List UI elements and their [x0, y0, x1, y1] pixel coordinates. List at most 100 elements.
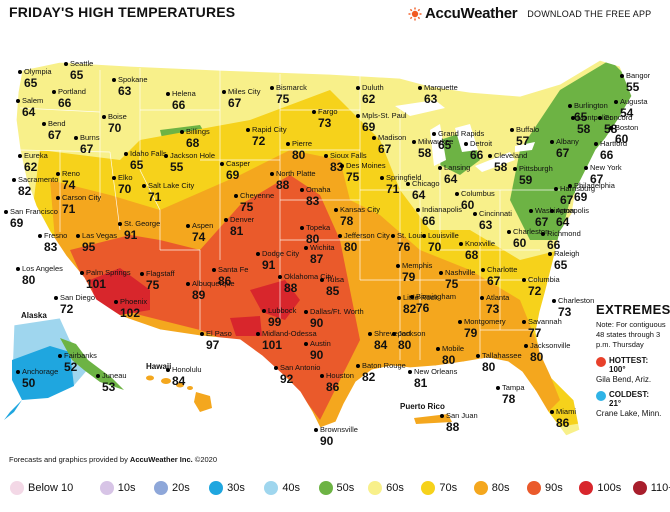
city-temperature: 83: [330, 159, 344, 174]
city-nashville: Nashville 75: [439, 269, 475, 290]
coldest-block: COLDEST: 21° Crane Lake, Minn.: [596, 390, 670, 418]
city-marker: [422, 234, 426, 238]
city-marker: [598, 116, 602, 120]
city-temperature: 79: [464, 325, 478, 340]
city-marker: [550, 209, 554, 213]
city-marker: [224, 218, 228, 222]
city-temperature: 72: [60, 301, 74, 316]
hawaii-region: [146, 375, 212, 412]
city-pierre: Pierre 80: [286, 140, 312, 161]
city-grand-rapids: Grand Rapids 65: [432, 130, 484, 151]
city-boston: Boston 60: [609, 124, 638, 145]
city-temperature: 80: [530, 349, 544, 364]
city-jackson: Jackson 80: [392, 330, 426, 352]
city-marker: [338, 234, 342, 238]
city-temperature: 80: [398, 337, 412, 352]
city-temperature: 67: [487, 273, 501, 288]
city-name: Omaha: [306, 185, 331, 194]
legend-swatch: [579, 481, 594, 495]
city-marker: [614, 100, 618, 104]
city-marker: [480, 296, 484, 300]
accuweather-brand[interactable]: AccuWeather DOWNLOAD THE FREE APP: [408, 5, 651, 22]
city-name: Madison: [378, 133, 407, 142]
city-name: Richmond: [547, 229, 581, 238]
city-el-paso: El Paso 97: [200, 330, 232, 352]
city-temperature: 68: [465, 247, 479, 262]
download-app-link[interactable]: DOWNLOAD THE FREE APP: [527, 8, 652, 19]
city-springfield: Springfield 71: [380, 174, 421, 195]
city-billings: Billings 68: [180, 127, 210, 149]
puerto-rico-label: Puerto Rico: [400, 402, 445, 411]
city-marker: [80, 271, 84, 275]
city-temperature: 60: [513, 235, 527, 250]
city-temperature: 63: [424, 91, 438, 106]
city-burns: Burns 67: [74, 134, 100, 155]
city-san-antonio: San Antonio 92: [274, 364, 320, 385]
city-marker: [541, 232, 545, 236]
city-marker: [609, 126, 613, 130]
legend-item: 10s: [99, 481, 136, 495]
city-temperature: 66: [470, 147, 484, 162]
city-marker: [418, 86, 422, 90]
credit-line: Forecasts and graphics provided by AccuW…: [9, 455, 217, 464]
city-marker: [186, 282, 190, 286]
city-name: Miami: [556, 407, 576, 416]
city-temperature: 97: [206, 337, 220, 352]
city-name: Birmingham: [416, 292, 457, 301]
city-name: Los Angeles: [22, 264, 63, 273]
city-name: San Francisco: [10, 207, 58, 216]
legend-swatch: [368, 481, 383, 495]
city-marker: [524, 344, 528, 348]
city-marker: [54, 296, 58, 300]
city-spokane: Spokane 63: [112, 76, 148, 97]
city-temperature: 64: [22, 104, 36, 119]
city-marker: [510, 128, 514, 132]
city-lubbock: Lubbock 99: [262, 306, 297, 328]
city-name: Columbus: [461, 189, 495, 198]
legend-swatch: [632, 481, 647, 495]
city-name: Jackson Hole: [170, 151, 216, 160]
city-temperature: 80: [306, 231, 320, 246]
city-temperature: 75: [240, 199, 254, 214]
city-marker: [334, 208, 338, 212]
city-temperature: 78: [502, 391, 516, 406]
city-name: Tulsa: [326, 275, 345, 284]
city-name: Lubbock: [268, 306, 297, 315]
city-marker: [458, 320, 462, 324]
city-marker: [391, 234, 395, 238]
city-name: Cheyenne: [240, 191, 275, 200]
city-temperature: 73: [318, 115, 332, 130]
city-temperature: 75: [346, 169, 360, 184]
city-name: Carson City: [62, 193, 102, 202]
city-name: Reno: [62, 169, 80, 178]
city-chicago: Chicago 64: [406, 180, 440, 201]
city-temperature: 90: [310, 347, 324, 362]
city-name: Little Rock: [403, 293, 439, 302]
city-bismarck: Bismarck 75: [270, 84, 307, 105]
city-temperature: 87: [310, 251, 324, 266]
city-marker: [4, 210, 8, 214]
city-temperature: 67: [48, 127, 62, 142]
city-casper: Casper 69: [220, 160, 250, 181]
city-marker: [42, 122, 46, 126]
city-baton-rouge: Baton Rouge 82: [356, 362, 406, 383]
city-marker: [550, 410, 554, 414]
city-bend: Bend 67: [42, 120, 66, 142]
legend-swatch: [153, 481, 168, 495]
city-name: Montpelier: [577, 113, 613, 122]
city-miles-city: Miles City 67: [222, 88, 261, 109]
city-los-angeles: Los Angeles 80: [16, 264, 63, 286]
city-albany: Albany 67: [550, 138, 579, 159]
city-name: Phoenix: [120, 297, 148, 306]
credit-company: AccuWeather Inc.: [129, 455, 193, 464]
city-marker: [320, 374, 324, 378]
city-name: Helena: [172, 89, 196, 98]
hottest-location: Gila Bend, Ariz.: [596, 375, 652, 384]
city-harrisburg: Harrisburg 67: [554, 185, 595, 206]
city-austin: Austin 90: [304, 340, 331, 362]
city-marker: [436, 347, 440, 351]
city-name: Olympia: [24, 67, 52, 76]
city-name: Billings: [186, 127, 210, 136]
city-memphis: Memphis 79: [396, 262, 432, 283]
city-temperature: 65: [130, 157, 144, 172]
